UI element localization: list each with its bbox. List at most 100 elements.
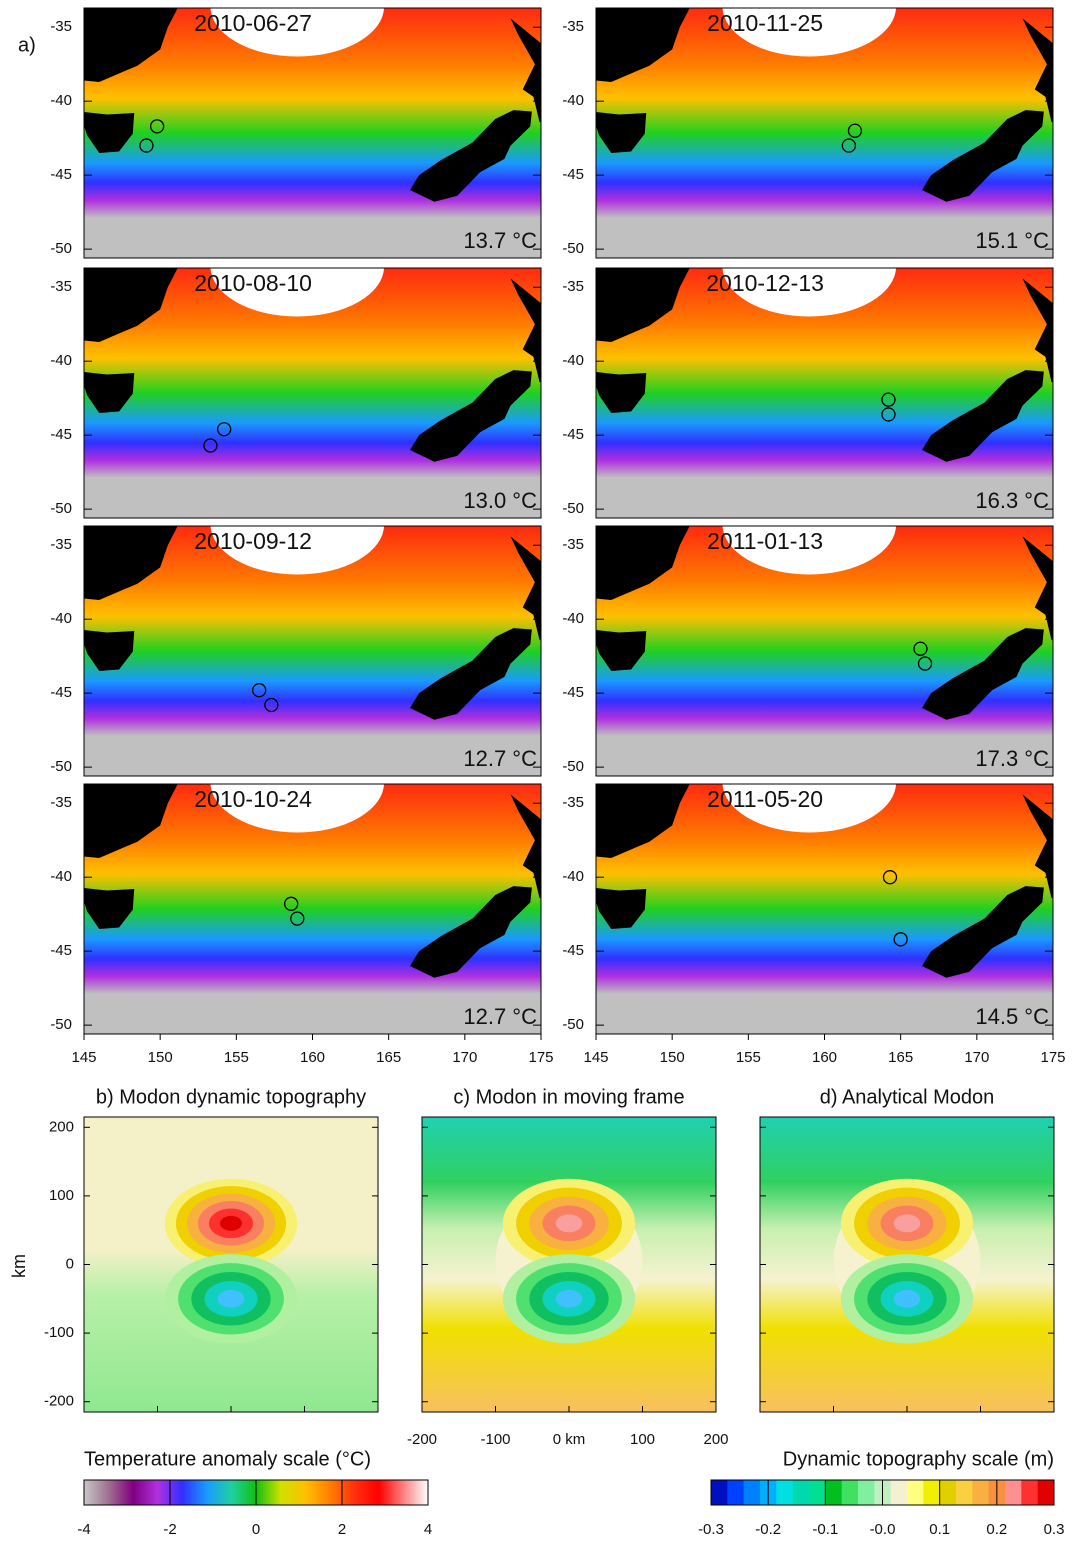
cloud (210, 526, 385, 575)
colorbar-tick-label: -0.3 (698, 1521, 724, 1538)
lon-tick-label: 170 (452, 1049, 477, 1066)
modon-high (893, 1214, 921, 1233)
map-panel (84, 526, 541, 776)
eddy (882, 870, 898, 885)
colorbar-title: Dynamic topography scale (m) (783, 1448, 1054, 1470)
new-zealand-south (409, 110, 532, 202)
modon-title: c) Modon in moving frame (453, 1086, 684, 1108)
lat-tick-label: -50 (562, 500, 584, 517)
map-panel (596, 526, 1053, 776)
eddy (917, 656, 933, 671)
colorbar-block (858, 1480, 875, 1505)
cloud (722, 784, 897, 833)
lat-tick-label: -45 (50, 942, 72, 959)
eddy (216, 422, 232, 437)
eddy (881, 407, 896, 422)
australia (596, 8, 690, 82)
modon-x-tick-label: 0 km (553, 1431, 586, 1448)
eddy (139, 138, 154, 153)
eddy (881, 392, 896, 407)
map-date: 2010-11-25 (707, 10, 823, 36)
lat-tick-label: -35 (562, 18, 584, 35)
cloud (210, 268, 385, 317)
lat-tick-label: -40 (50, 610, 72, 627)
australia (596, 784, 690, 858)
colorbar-block (923, 1480, 941, 1505)
tasmania (84, 112, 135, 153)
new-zealand-south (921, 370, 1044, 462)
colorbar-block (825, 1480, 843, 1505)
modon-y-tick-label: 200 (49, 1118, 74, 1135)
lat-tick-label: -45 (50, 684, 72, 701)
map-temperature: 13.0 °C (463, 488, 537, 513)
lat-tick-label: -35 (50, 18, 72, 35)
new-zealand-north (1022, 794, 1053, 899)
colorbar-block (743, 1480, 761, 1505)
tasmania (84, 888, 135, 929)
lon-tick-label: 165 (376, 1049, 401, 1066)
lat-tick-label: -45 (562, 426, 584, 443)
australia (84, 526, 178, 600)
eddy (290, 911, 305, 926)
map-temperature: 14.5 °C (975, 1004, 1049, 1029)
australia (84, 8, 178, 82)
lat-tick-label: -40 (50, 352, 72, 369)
colorbar-block (841, 1480, 859, 1505)
lat-tick-label: -45 (50, 166, 72, 183)
colorbar-title: Temperature anomaly scale (°C) (84, 1448, 371, 1470)
modon-x-tick-label: -100 (480, 1431, 510, 1448)
new-zealand-north (1022, 536, 1053, 641)
lon-tick-label: 155 (224, 1049, 249, 1066)
colorbar-tick-label: 0 (252, 1521, 260, 1538)
new-zealand-south (409, 886, 532, 978)
modon-x-tick-label: 200 (703, 1431, 728, 1448)
modon-low (217, 1289, 245, 1308)
new-zealand-north (510, 536, 541, 641)
cloud (210, 784, 385, 833)
lon-tick-label: 175 (528, 1049, 553, 1066)
map-frame (595, 7, 1054, 259)
eddy (149, 119, 165, 134)
map-panel (84, 268, 541, 518)
new-zealand-south (409, 628, 532, 720)
lon-tick-label: 160 (812, 1049, 837, 1066)
lon-tick-label: 170 (964, 1049, 989, 1066)
map-frame (83, 525, 542, 777)
lat-tick-label: -50 (562, 1016, 584, 1033)
panel-label: a) (18, 34, 36, 56)
eddy (203, 438, 218, 453)
new-zealand-north (1022, 18, 1053, 123)
lat-tick-label: -35 (50, 536, 72, 553)
lat-tick-label: -35 (50, 278, 72, 295)
lon-tick-label: 145 (583, 1049, 608, 1066)
new-zealand-north (510, 278, 541, 383)
eddy (893, 932, 908, 947)
colorbar-tick-label: 0.2 (986, 1521, 1007, 1538)
colorbar-block (939, 1480, 957, 1505)
colorbar-tick-label: -0.0 (870, 1521, 896, 1538)
colorbar-tick-label: -0.2 (755, 1521, 781, 1538)
new-zealand-south (921, 110, 1044, 202)
lat-tick-label: -35 (562, 536, 584, 553)
map-frame (83, 7, 542, 259)
lon-tick-label: 165 (888, 1049, 913, 1066)
modon-title: b) Modon dynamic topography (96, 1086, 366, 1108)
colorbar-block (972, 1480, 990, 1505)
modon-y-tick-label: 100 (49, 1187, 74, 1204)
lat-tick-label: -50 (562, 758, 584, 775)
lat-tick-label: -35 (562, 794, 584, 811)
colorbar-block (1021, 1480, 1039, 1505)
australia (84, 268, 178, 342)
colorbar-block (890, 1480, 908, 1505)
colorbar-tick-label: -4 (77, 1521, 90, 1538)
modon-x-tick-label: -200 (407, 1431, 437, 1448)
modon-high (219, 1215, 243, 1231)
colorbar-block (792, 1480, 810, 1505)
modon-y-tick-label: -100 (44, 1324, 74, 1341)
lat-tick-label: -45 (50, 426, 72, 443)
tasmania (596, 112, 647, 153)
cloud (722, 268, 897, 317)
colorbar-block (727, 1480, 745, 1505)
new-zealand-north (510, 794, 541, 899)
